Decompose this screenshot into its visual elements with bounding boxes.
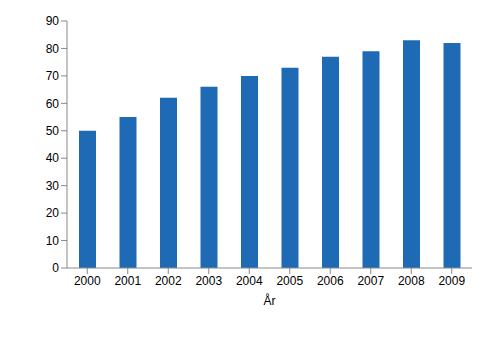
svg-text:20: 20 <box>46 206 60 220</box>
svg-text:2001: 2001 <box>114 274 141 288</box>
svg-text:70: 70 <box>46 69 60 83</box>
svg-text:40: 40 <box>46 151 60 165</box>
svg-text:2008: 2008 <box>398 274 425 288</box>
svg-text:10: 10 <box>46 234 60 248</box>
svg-text:2005: 2005 <box>276 274 303 288</box>
svg-text:2004: 2004 <box>236 274 263 288</box>
svg-text:2007: 2007 <box>357 274 384 288</box>
svg-text:60: 60 <box>46 97 60 111</box>
svg-text:2003: 2003 <box>195 274 222 288</box>
svg-text:År: År <box>264 293 276 308</box>
svg-text:80: 80 <box>46 42 60 56</box>
svg-text:50: 50 <box>46 124 60 138</box>
svg-text:30: 30 <box>46 179 60 193</box>
svg-text:90: 90 <box>46 14 60 28</box>
svg-text:2000: 2000 <box>74 274 101 288</box>
svg-text:2006: 2006 <box>317 274 344 288</box>
svg-text:2009: 2009 <box>438 274 465 288</box>
svg-text:2002: 2002 <box>155 274 182 288</box>
svg-text:0: 0 <box>52 261 59 275</box>
